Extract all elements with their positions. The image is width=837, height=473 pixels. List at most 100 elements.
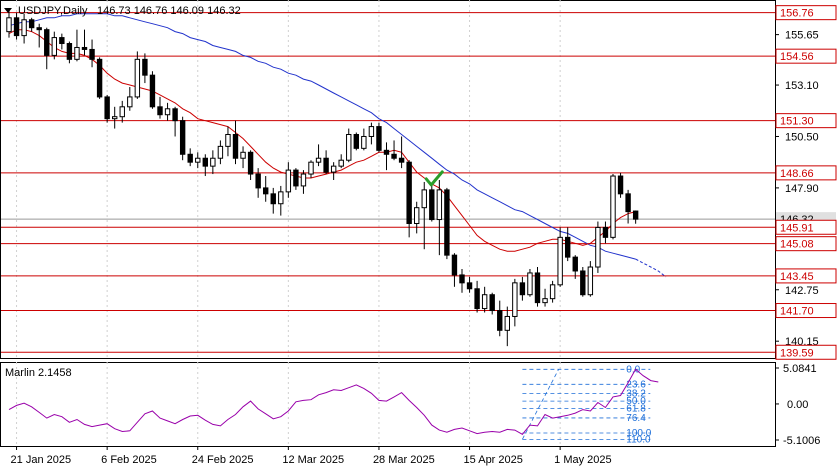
level-price-label: 154.56 xyxy=(780,51,814,63)
level-price-label: 151.30 xyxy=(780,116,814,128)
candle-bullish xyxy=(127,96,133,108)
candle-bearish xyxy=(89,48,95,60)
level-price-label: 145.08 xyxy=(780,239,814,251)
candle-bullish xyxy=(6,17,12,33)
candle-bullish xyxy=(527,272,533,296)
candle-bearish xyxy=(157,106,163,116)
candle-bearish xyxy=(263,187,269,195)
ma-slow-projection xyxy=(635,258,667,278)
candle-bullish xyxy=(134,58,141,98)
candle-bullish xyxy=(414,207,420,225)
candle-bullish xyxy=(74,46,80,60)
candle-bearish xyxy=(149,74,156,108)
level-price-label: 143.45 xyxy=(780,271,814,283)
candle-bearish xyxy=(323,157,329,173)
candle-bearish xyxy=(459,274,465,284)
candle-bearish xyxy=(497,310,503,331)
indicator-y-label: 5.0841 xyxy=(783,363,817,375)
main-panel-frame xyxy=(0,0,776,359)
candle-bearish xyxy=(96,58,103,98)
fib-level-label: 23.6 xyxy=(626,379,646,390)
candle-bearish xyxy=(565,236,571,258)
level-price-label: 145.91 xyxy=(780,222,814,234)
candle-bullish xyxy=(368,126,375,137)
y-axis-label: 155.65 xyxy=(785,30,819,42)
candle-bullish xyxy=(195,157,201,163)
candle-bearish xyxy=(232,133,239,159)
candle-bearish xyxy=(36,27,42,31)
x-axis-label: 12 Mar 2025 xyxy=(282,454,344,466)
candle-bullish xyxy=(119,106,125,118)
candle-bullish xyxy=(112,116,118,120)
ohlc-label: 146.73 146.76 146.09 146.32 xyxy=(97,5,241,17)
symbol-label: USDJPY,Daily xyxy=(18,5,88,17)
candle-bullish xyxy=(164,108,171,116)
candle-bullish xyxy=(361,135,367,149)
candle-bearish xyxy=(247,151,254,175)
x-axis-label: 15 Apr 2025 xyxy=(464,454,523,466)
indicator-y-label: 0.00 xyxy=(787,399,808,411)
candle-bullish xyxy=(557,236,563,286)
candle-bearish xyxy=(172,108,178,122)
candle-bullish xyxy=(51,37,57,56)
candle-bearish xyxy=(383,149,390,155)
indicator-y-label: -5.1006 xyxy=(783,435,820,447)
candle-bearish xyxy=(474,288,480,310)
candle-bullish xyxy=(504,315,511,331)
y-axis-label: 147.90 xyxy=(785,183,819,195)
candle-bearish xyxy=(376,126,382,151)
level-price-box xyxy=(775,165,837,181)
candle-bullish xyxy=(421,189,427,209)
indicator-title: Marlin 2.1458 xyxy=(5,367,72,379)
x-axis-label: 24 Feb 2025 xyxy=(192,454,254,466)
candle-bullish xyxy=(587,266,594,296)
candle-bullish xyxy=(512,282,518,317)
candle-bearish xyxy=(179,120,186,155)
candle-bearish xyxy=(66,43,73,60)
candle-bullish xyxy=(436,189,443,221)
candle-bullish xyxy=(595,226,601,268)
fib-level-label: 76.4 xyxy=(626,413,646,424)
candle-bearish xyxy=(270,193,276,205)
level-price-box xyxy=(775,344,837,360)
candle-bearish xyxy=(489,294,495,312)
fib-level-label: 38.2 xyxy=(626,389,646,400)
level-price-box xyxy=(775,236,837,252)
candle-bullish xyxy=(285,169,292,193)
candle-bearish xyxy=(602,226,609,238)
level-price-label: 141.70 xyxy=(780,306,814,318)
candle-bearish xyxy=(391,153,397,159)
candle-bearish xyxy=(444,189,450,256)
fib-level-label: 110.0 xyxy=(626,434,651,445)
level-price-box xyxy=(775,303,837,319)
candle-bullish xyxy=(240,151,246,159)
candle-bearish xyxy=(632,210,639,220)
level-price-box xyxy=(775,48,837,64)
level-price-box xyxy=(775,219,837,235)
level-price-label: 148.66 xyxy=(780,168,814,180)
y-axis-label: 153.10 xyxy=(785,80,819,92)
candle-bearish xyxy=(429,189,435,221)
x-axis-label: 6 Feb 2025 xyxy=(101,454,157,466)
candle-bearish xyxy=(28,19,35,29)
candle-bearish xyxy=(142,58,148,76)
candle-bearish xyxy=(293,169,299,187)
candle-bullish xyxy=(610,175,616,238)
candle-bearish xyxy=(625,193,631,213)
candle-bearish xyxy=(580,270,586,296)
candle-bearish xyxy=(202,157,209,167)
candle-bearish xyxy=(104,96,110,120)
candle-bearish xyxy=(353,133,360,149)
candle-bearish xyxy=(406,161,412,225)
candle-bullish xyxy=(21,19,27,37)
candle-bearish xyxy=(572,256,578,272)
fib-level-label: 100.0 xyxy=(626,428,651,439)
candle-bullish xyxy=(278,191,284,205)
level-price-box xyxy=(775,5,837,21)
level-price-label: 156.76 xyxy=(780,8,814,20)
level-price-box xyxy=(775,113,837,129)
candle-bullish xyxy=(217,145,224,159)
y-axis-label: 150.50 xyxy=(785,131,819,143)
